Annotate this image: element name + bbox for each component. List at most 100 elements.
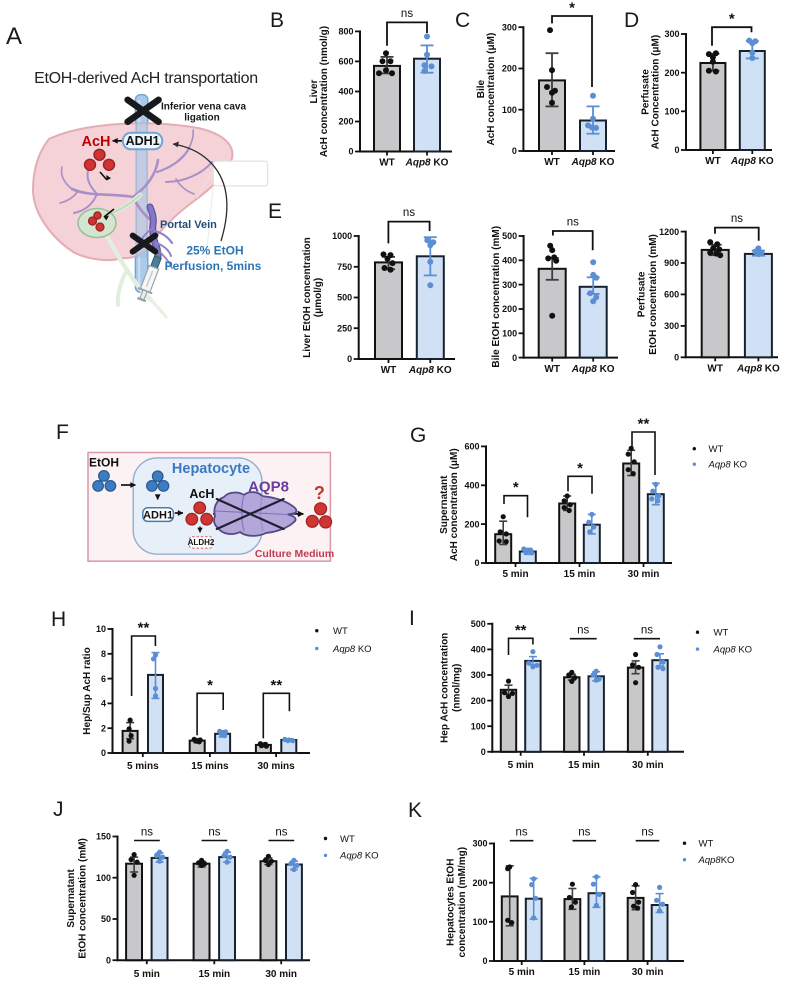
svg-text:8: 8 — [101, 649, 106, 659]
svg-text:2: 2 — [101, 723, 106, 733]
svg-text:*: * — [513, 479, 519, 496]
svg-text:5 min: 5 min — [509, 967, 535, 978]
svg-text:Hepatocyte: Hepatocyte — [172, 461, 250, 477]
svg-text:Aqp8 KO: Aqp8 KO — [713, 644, 753, 655]
svg-text:15 min: 15 min — [569, 967, 601, 978]
svg-text:ns: ns — [641, 827, 653, 839]
svg-text:EtOH concentration (mM): EtOH concentration (mM) — [648, 234, 659, 355]
svg-text:Portal Vein: Portal Vein — [160, 219, 217, 231]
svg-text:200: 200 — [502, 304, 517, 314]
svg-text:10: 10 — [96, 624, 106, 634]
svg-text:AcH concentration (μM): AcH concentration (μM) — [449, 448, 460, 561]
svg-text:ADH1: ADH1 — [126, 134, 160, 148]
svg-text:300: 300 — [502, 22, 517, 32]
svg-text:*: * — [577, 460, 583, 477]
svg-text:ns: ns — [401, 8, 413, 20]
svg-text:100: 100 — [502, 105, 517, 115]
svg-text:AcH: AcH — [189, 487, 214, 501]
svg-text:Aqp8 KO: Aqp8 KO — [405, 158, 449, 169]
svg-text:Aqp8 KO: Aqp8 KO — [571, 157, 615, 168]
svg-text:600: 600 — [464, 442, 479, 452]
svg-text:Supernatant: Supernatant — [66, 869, 77, 928]
svg-text:150: 150 — [96, 832, 111, 842]
svg-text:WT: WT — [709, 444, 724, 455]
svg-text:?: ? — [314, 483, 325, 503]
svg-text:200: 200 — [502, 64, 517, 74]
svg-text:I: I — [409, 607, 415, 630]
svg-text:*: * — [569, 0, 575, 17]
svg-text:25% EtOH: 25% EtOH — [186, 244, 243, 258]
svg-text:0: 0 — [474, 558, 479, 568]
svg-text:Hepatocytes EtOH: Hepatocytes EtOH — [446, 859, 457, 946]
svg-text:30 min: 30 min — [632, 760, 664, 771]
svg-text:0: 0 — [512, 353, 517, 363]
svg-text:ALDH2: ALDH2 — [188, 538, 215, 547]
svg-text:*: * — [729, 11, 735, 28]
svg-text:(μmol/g): (μmol/g) — [313, 278, 324, 317]
svg-text:30 mins: 30 mins — [257, 761, 295, 772]
svg-text:400: 400 — [502, 256, 517, 266]
svg-text:600: 600 — [338, 57, 353, 67]
svg-text:0: 0 — [481, 747, 486, 757]
svg-text:0: 0 — [512, 146, 517, 156]
svg-text:K: K — [408, 799, 422, 822]
svg-text:Liver EtOH concentration: Liver EtOH concentration — [302, 237, 313, 358]
svg-text:ns: ns — [577, 625, 589, 637]
svg-text:1000: 1000 — [332, 231, 352, 241]
svg-text:Bile: Bile — [476, 79, 487, 98]
svg-text:500: 500 — [502, 231, 517, 241]
svg-text:250: 250 — [337, 323, 352, 333]
svg-text:15 min: 15 min — [568, 760, 600, 771]
svg-text:6: 6 — [101, 674, 106, 684]
svg-text:300: 300 — [471, 670, 486, 680]
svg-text:**: ** — [138, 620, 150, 637]
svg-text:Aqp8 KO: Aqp8 KO — [708, 460, 748, 471]
svg-text:B: B — [270, 9, 284, 32]
svg-text:**: ** — [638, 416, 650, 433]
svg-text:30 min: 30 min — [265, 969, 297, 980]
svg-text:Perfusate: Perfusate — [636, 271, 647, 317]
svg-text:ns: ns — [403, 207, 415, 219]
svg-text:Inferior vena cava: Inferior vena cava — [161, 102, 246, 113]
svg-text:ns: ns — [275, 827, 287, 839]
svg-text:200: 200 — [664, 68, 679, 78]
svg-text:0: 0 — [482, 956, 487, 966]
svg-text:400: 400 — [471, 645, 486, 655]
svg-text:500: 500 — [337, 293, 352, 303]
svg-text:500: 500 — [471, 619, 486, 629]
svg-text:WT: WT — [379, 158, 395, 169]
svg-text:WT: WT — [544, 157, 560, 168]
svg-text:100: 100 — [472, 917, 487, 927]
svg-text:ns: ns — [208, 827, 220, 839]
svg-text:AQP8: AQP8 — [248, 479, 289, 496]
svg-text:ns: ns — [516, 827, 528, 839]
svg-text:600: 600 — [664, 290, 679, 300]
svg-text:ns: ns — [578, 827, 590, 839]
svg-text:WT: WT — [714, 628, 729, 639]
svg-text:Liver: Liver — [309, 79, 320, 103]
svg-text:**: ** — [515, 622, 527, 639]
svg-text:0: 0 — [348, 147, 353, 157]
svg-text:4: 4 — [101, 699, 106, 709]
svg-text:50: 50 — [101, 914, 111, 924]
svg-text:200: 200 — [471, 696, 486, 706]
svg-text:30 min: 30 min — [628, 569, 660, 580]
svg-text:A: A — [6, 23, 22, 50]
svg-text:J: J — [53, 798, 64, 821]
svg-text:300: 300 — [472, 839, 487, 849]
svg-text:Culture Medium: Culture Medium — [255, 548, 334, 560]
svg-text:EtOH: EtOH — [89, 456, 119, 470]
svg-text:100: 100 — [471, 721, 486, 731]
svg-text:AcH Concentration (μM): AcH Concentration (μM) — [651, 35, 662, 149]
svg-text:0: 0 — [101, 748, 106, 758]
svg-text:AcH concentration (nmol/g): AcH concentration (nmol/g) — [319, 26, 330, 157]
svg-text:C: C — [455, 9, 470, 32]
svg-text:ns: ns — [641, 625, 653, 637]
svg-text:30 min: 30 min — [632, 967, 664, 978]
svg-text:Perfusate: Perfusate — [641, 69, 652, 115]
svg-text:5 mins: 5 mins — [127, 761, 159, 772]
svg-text:ns: ns — [731, 213, 743, 225]
svg-text:ns: ns — [141, 827, 153, 839]
svg-text:**: ** — [271, 677, 283, 694]
svg-text:15 min: 15 min — [564, 569, 596, 580]
